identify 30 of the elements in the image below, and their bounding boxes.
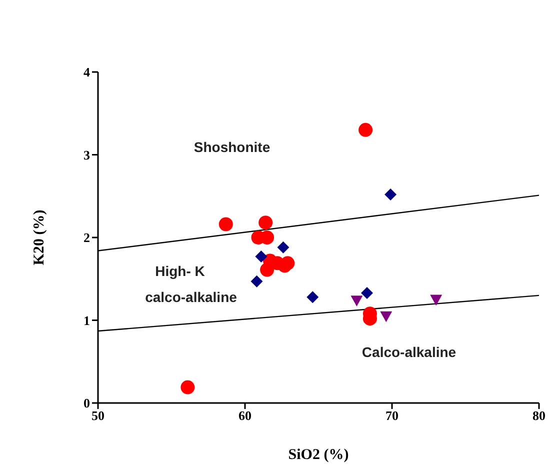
point xyxy=(180,380,195,394)
point xyxy=(361,286,374,299)
y-tick-label: 4 xyxy=(84,64,90,80)
y-tick-label: 3 xyxy=(84,147,90,162)
point xyxy=(218,217,233,232)
point xyxy=(384,188,397,200)
x-tick-label: 70 xyxy=(386,408,398,424)
x-tick-label: 50 xyxy=(92,408,104,424)
point xyxy=(255,250,268,263)
y-tick-label: 2 xyxy=(84,230,90,246)
annotation: calco-alkaline xyxy=(145,289,237,305)
point xyxy=(258,216,273,230)
point xyxy=(350,296,363,306)
annotation: High- K xyxy=(155,263,205,279)
point xyxy=(277,241,290,254)
point xyxy=(260,262,274,277)
y-tick-label: 0 xyxy=(84,396,90,411)
x-axis-title: SiO2 (%) xyxy=(288,447,349,463)
point xyxy=(430,294,442,306)
point xyxy=(380,311,392,322)
annotation: Shoshonite xyxy=(194,139,270,155)
y-axis-title: K20 (%) xyxy=(31,210,48,266)
point xyxy=(280,256,295,270)
point xyxy=(358,122,373,137)
y-tick-label: 1 xyxy=(84,312,90,328)
annotation: Calco-alkaline xyxy=(362,344,456,360)
x-tick-label: 60 xyxy=(238,408,252,424)
point xyxy=(306,291,319,304)
x-tick-label: 80 xyxy=(532,408,546,424)
point xyxy=(250,275,263,288)
